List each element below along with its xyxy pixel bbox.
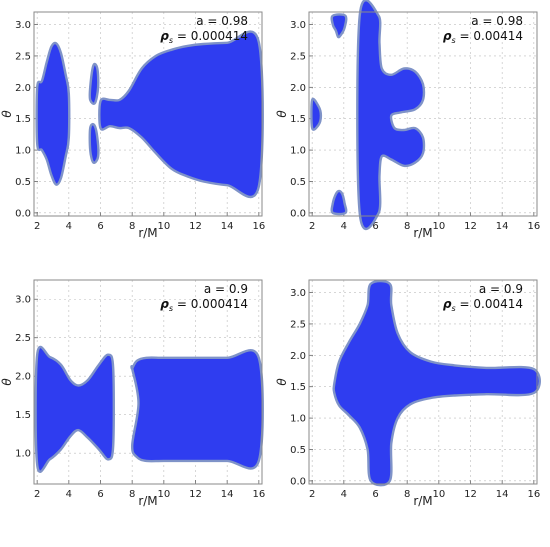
y-tick-label: 1.0 (15, 146, 31, 157)
plot-frame (33, 279, 263, 485)
x-tick-label: 12 (464, 489, 477, 500)
filled-region (332, 279, 541, 487)
x-axis-label: r/M (413, 226, 432, 240)
y-tick-label: 1.5 (290, 114, 306, 125)
filled-region (88, 62, 100, 105)
x-tick-label: 4 (66, 221, 72, 232)
x-tick-label: 2 (309, 221, 315, 232)
panel-top-left: 2 4 6 8 10 12 14 16 0.0 0.5 1.0 1.5 2.0 2.5 3.0 r/M θ a … (0, 11, 265, 240)
filled-region (310, 97, 323, 131)
annotation-rho-value: = 0.000414 (177, 29, 248, 43)
filled-region (330, 13, 348, 39)
x-tick-label: 12 (464, 221, 477, 232)
y-tick-label: 1.5 (15, 114, 31, 125)
x-tick-label: 6 (97, 221, 103, 232)
x-tick-label: 8 (129, 221, 135, 232)
y-tick-label: 1.0 (290, 146, 306, 157)
x-tick-label: 6 (97, 489, 103, 500)
y-tick-label: 2.0 (290, 351, 306, 362)
annotation-a: a = 0.98 (471, 14, 523, 28)
y-tick-label: 0.0 (290, 208, 306, 219)
filled-region (98, 30, 264, 199)
x-tick-label: 10 (432, 221, 445, 232)
panel-bottom-left: 2 4 6 8 10 12 14 161.01.52.02.53.0r/Mθ a = 0.9 … (0, 279, 265, 508)
x-tick-label: 6 (372, 221, 378, 232)
y-tick-label: 2.0 (15, 372, 31, 383)
x-tick-label: 16 (527, 489, 540, 500)
y-tick-label: 0.5 (290, 445, 306, 456)
y-tick-label: 1.5 (15, 410, 31, 421)
x-tick-label: 10 (157, 489, 170, 500)
x-tick-label: 2 (34, 221, 40, 232)
x-axis-label: r/M (138, 226, 157, 240)
annotation-rho-value: = 0.00414 (460, 297, 524, 311)
annotation-rho: ρs = 0.00414 (443, 29, 523, 45)
x-tick-label: 10 (157, 221, 170, 232)
y-axis-label: θ (0, 378, 14, 386)
filled-region (356, 0, 426, 231)
annotation-rho-value: = 0.00414 (460, 29, 524, 43)
y-tick-label: 1.5 (290, 382, 306, 393)
annotation-a: a = 0.98 (196, 14, 248, 28)
annotation-a: a = 0.9 (204, 282, 248, 296)
x-tick-label: 4 (341, 489, 347, 500)
y-tick-label: 1.0 (15, 449, 31, 460)
annotation-a: a = 0.9 (479, 282, 523, 296)
filled-region (130, 349, 264, 470)
x-tick-label: 2 (34, 489, 40, 500)
y-axis-label: θ (275, 110, 289, 118)
annotation-rho-value: = 0.000414 (177, 297, 248, 311)
annotation-rho: ρs = 0.000414 (160, 29, 248, 45)
x-axis-label: r/M (413, 494, 432, 508)
x-tick-label: 16 (252, 489, 265, 500)
y-tick-label: 0.5 (15, 177, 31, 188)
y-tick-label: 0.0 (15, 208, 31, 219)
y-tick-label: 2.0 (290, 83, 306, 94)
y-tick-label: 2.0 (15, 83, 31, 94)
y-tick-label: 2.5 (15, 51, 31, 62)
x-tick-label: 16 (527, 221, 540, 232)
x-tick-label: 8 (129, 489, 135, 500)
annotation-rho: ρs = 0.00414 (443, 297, 523, 313)
x-tick-label: 14 (221, 489, 234, 500)
y-tick-label: 3.0 (15, 20, 31, 31)
x-tick-label: 4 (66, 489, 72, 500)
x-tick-label: 14 (496, 489, 509, 500)
x-tick-label: 14 (496, 221, 509, 232)
x-tick-label: 12 (189, 489, 202, 500)
x-axis-label: r/M (138, 494, 157, 508)
y-tick-label: 3.0 (290, 288, 306, 299)
filled-region (330, 189, 348, 216)
filled-region (35, 41, 71, 186)
filled-region (34, 345, 115, 473)
panel-bottom-right: 2 4 6 8 10 12 14 16 0.0 0.5 1.0 1.5 2.0 2.5 3.0 r/M θ a … (275, 279, 541, 508)
y-axis-label: θ (0, 110, 14, 118)
x-tick-label: 8 (404, 221, 410, 232)
panel-top-right: 2 4 6 8 10 12 14 16 0.0 0.5 1.0 1.5 2.0 2.5 3.0 r/M θ a … (275, 0, 540, 240)
x-tick-label: 12 (189, 221, 202, 232)
y-axis-label: θ (275, 378, 289, 386)
y-tick-label: 0.0 (290, 476, 306, 487)
y-tick-label: 3.0 (290, 20, 306, 31)
plot-frame (308, 11, 538, 217)
x-tick-label: 6 (372, 489, 378, 500)
filled-region (88, 122, 100, 164)
x-tick-label: 4 (341, 221, 347, 232)
annotation-rho: ρs = 0.000414 (160, 297, 248, 313)
x-tick-label: 2 (309, 489, 315, 500)
x-tick-label: 16 (252, 221, 265, 232)
x-tick-label: 8 (404, 489, 410, 500)
y-tick-label: 2.5 (290, 51, 306, 62)
y-tick-label: 3.0 (15, 295, 31, 306)
plot-frame (33, 11, 263, 217)
y-tick-label: 1.0 (290, 414, 306, 425)
x-tick-label: 10 (432, 489, 445, 500)
y-tick-label: 2.5 (15, 333, 31, 344)
y-tick-label: 2.5 (290, 319, 306, 330)
y-tick-label: 0.5 (290, 177, 306, 188)
x-tick-label: 14 (221, 221, 234, 232)
plot-frame (308, 279, 538, 485)
